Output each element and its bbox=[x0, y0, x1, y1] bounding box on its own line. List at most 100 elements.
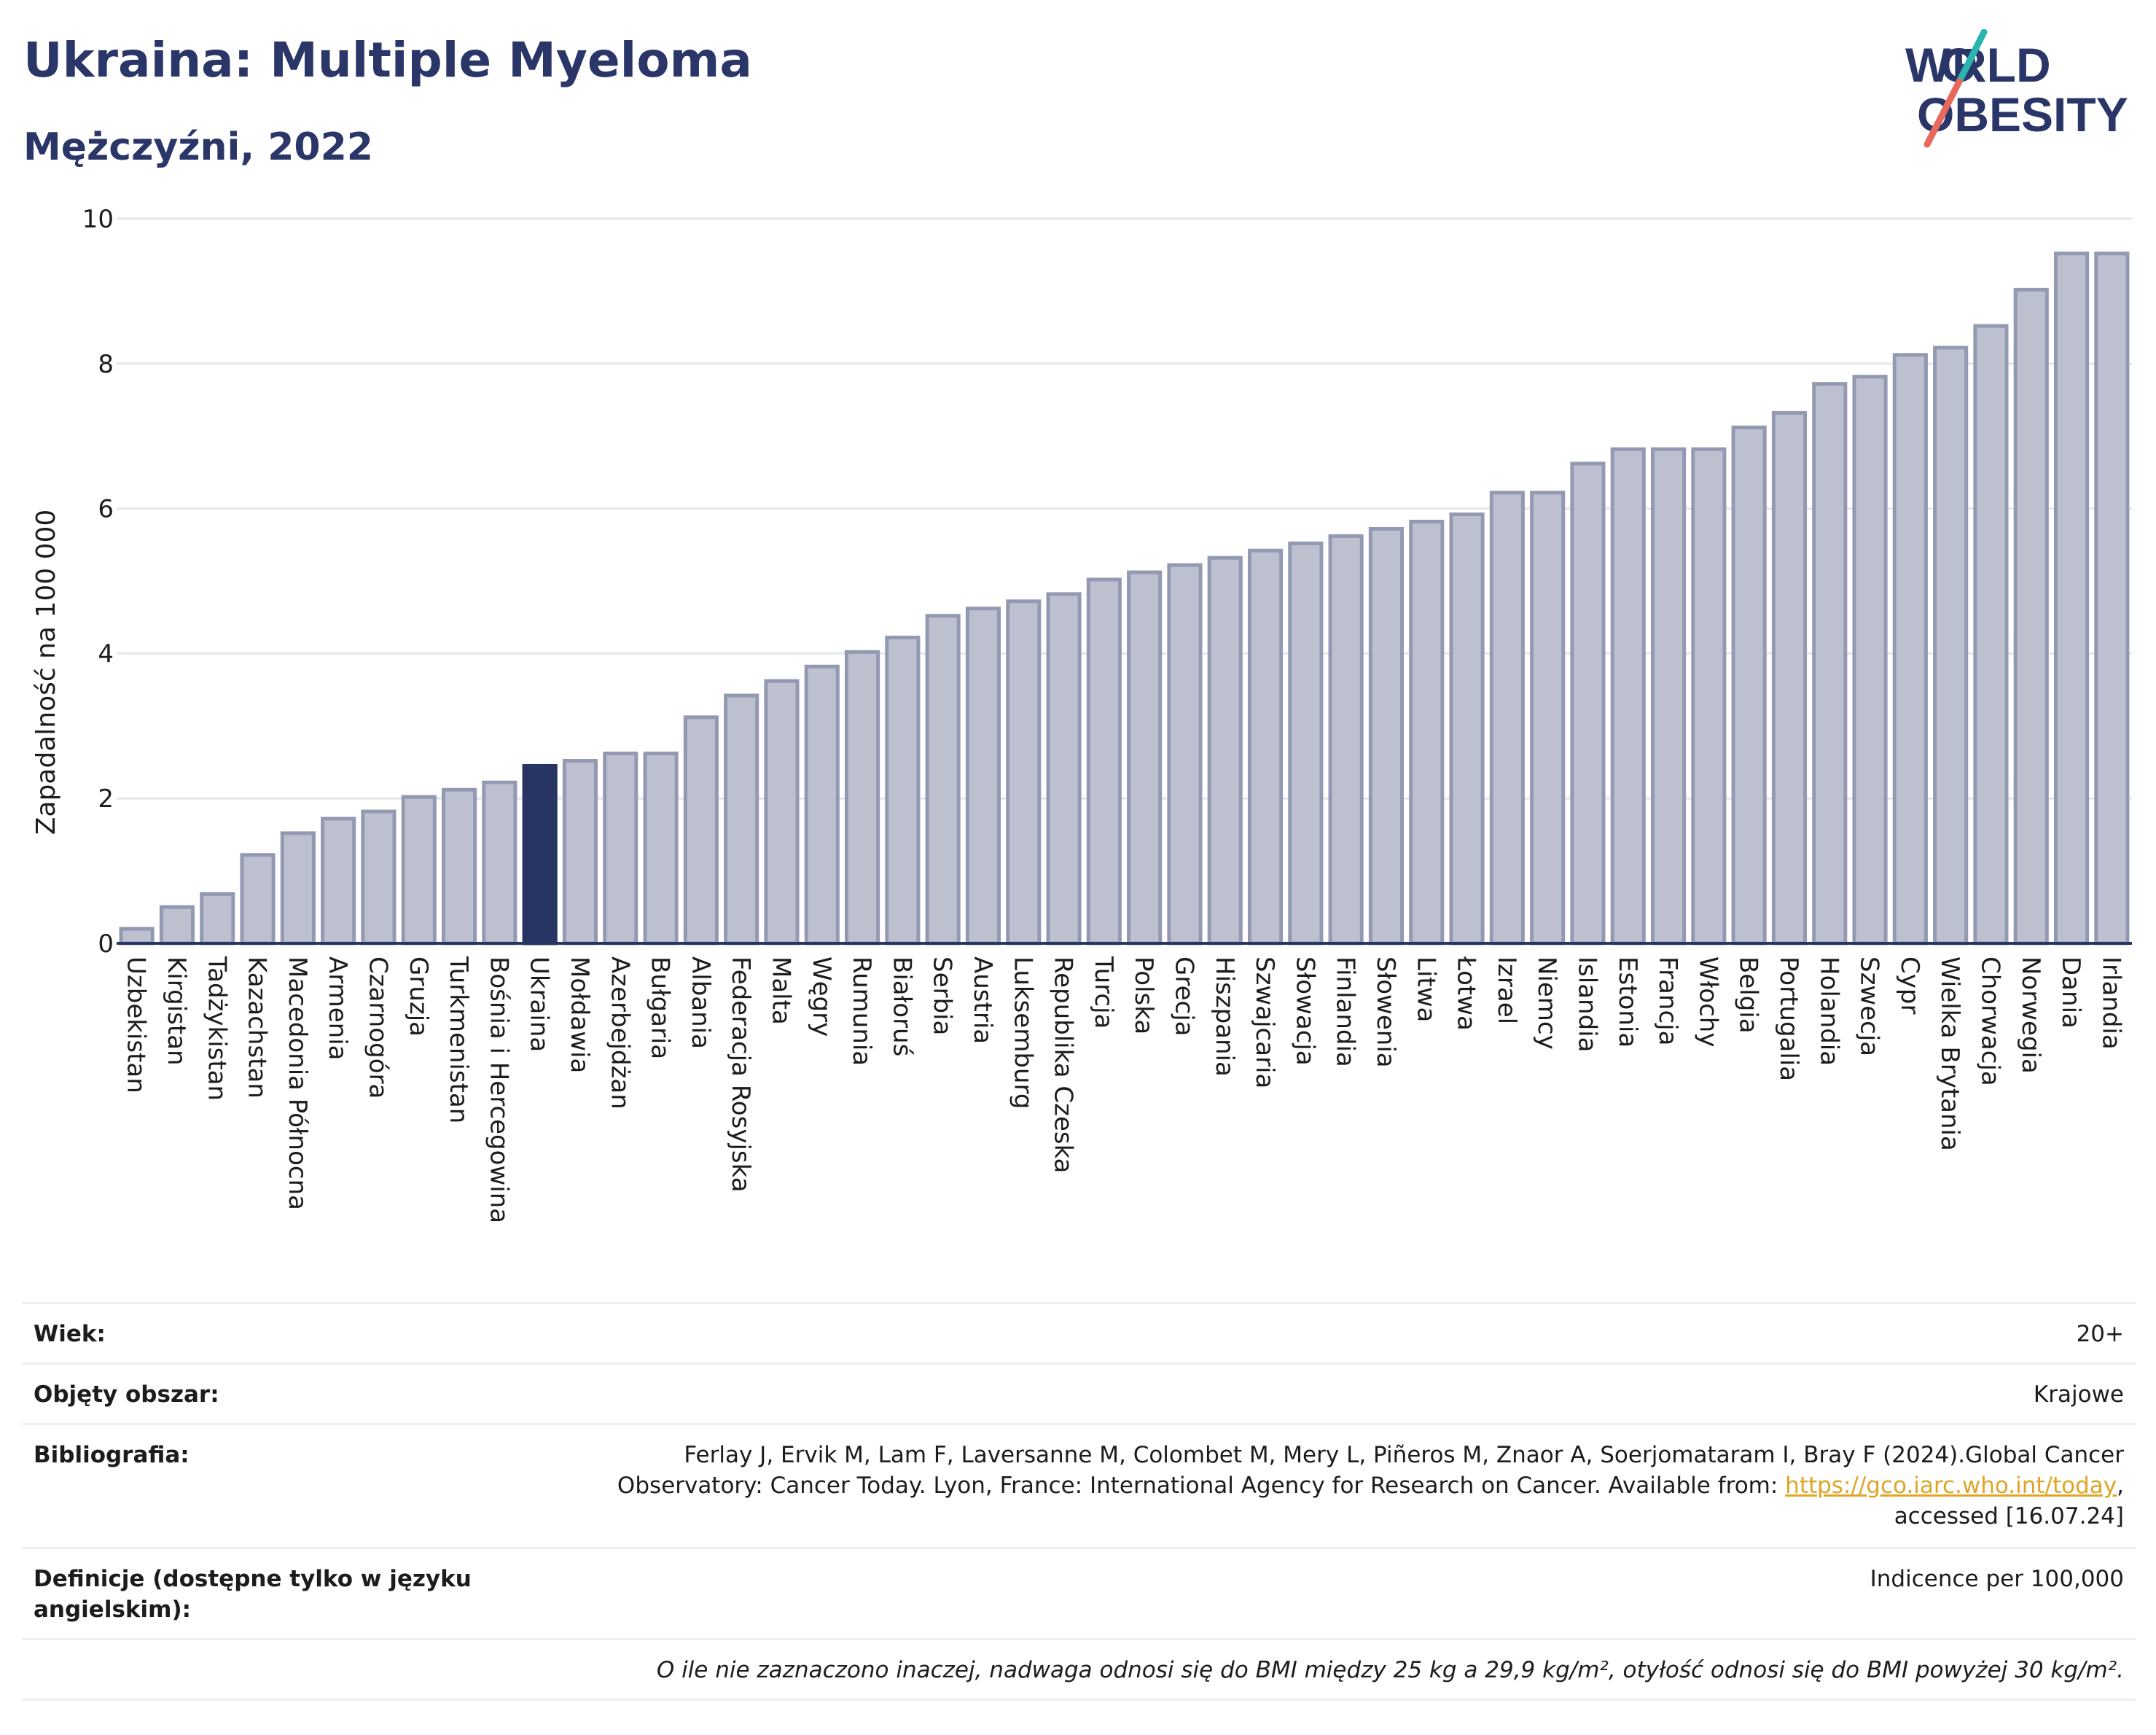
x-tick-label: Uzbekistan bbox=[122, 956, 151, 1093]
bar bbox=[764, 679, 800, 946]
x-tick-label: Serbia bbox=[928, 956, 957, 1035]
x-tick-label: Bośnia i Hercegowina bbox=[484, 956, 513, 1223]
x-tick-label: Słowenia bbox=[1371, 956, 1400, 1068]
y-axis-label: Zapadalność na 100 000 bbox=[31, 510, 61, 835]
x-tick-label: Chorwacja bbox=[1975, 956, 2004, 1086]
bar bbox=[1046, 592, 1082, 946]
bar bbox=[1409, 519, 1445, 946]
x-tick-label: Norwegia bbox=[2016, 956, 2045, 1074]
bibliography-label: Bibliografia: bbox=[34, 1442, 190, 1468]
x-tick-label: Austria bbox=[968, 956, 997, 1044]
x-tick-label: Islandia bbox=[1572, 956, 1601, 1052]
x-tick-label: Wielka Brytania bbox=[1935, 956, 1964, 1151]
y-axis-ticks: 0 2 4 6 8 10 bbox=[82, 205, 114, 959]
definitions-label: Definicje (dostępne tylko w języku angie… bbox=[34, 1566, 472, 1623]
bar bbox=[1489, 491, 1525, 946]
x-tick-label: Szwecja bbox=[1855, 956, 1884, 1056]
bar bbox=[1731, 425, 1767, 946]
bar bbox=[683, 715, 719, 946]
bar bbox=[280, 831, 316, 946]
info-table: Wiek: 20+ Objęty obszar: Krajowe Bibliog… bbox=[22, 1302, 2136, 1701]
bar bbox=[1650, 447, 1687, 946]
y-tick-label: 10 bbox=[82, 205, 114, 234]
x-tick-label: Turkmenistan bbox=[444, 956, 473, 1123]
bar bbox=[1167, 563, 1203, 946]
x-tick-label: Włochy bbox=[1693, 956, 1722, 1047]
bar bbox=[1570, 461, 1606, 946]
x-tick-label: Grecja bbox=[1169, 956, 1198, 1036]
x-tick-label: Federacja Rosyjska bbox=[726, 956, 755, 1193]
info-row-age: Wiek: 20+ bbox=[22, 1302, 2136, 1362]
x-tick-label: Malta bbox=[766, 956, 795, 1025]
x-tick-label: Gruzja bbox=[404, 956, 433, 1037]
bar-highlighted bbox=[522, 763, 558, 946]
info-row-area: Objęty obszar: Krajowe bbox=[22, 1362, 2136, 1423]
world-obesity-logo: W RLD O OBESITY bbox=[1905, 29, 2128, 148]
bar bbox=[1449, 512, 1485, 946]
bibliography-value: Ferlay J, Ervik M, Lam F, Laversanne M, … bbox=[593, 1440, 2124, 1532]
bar bbox=[1086, 577, 1122, 946]
x-axis-labels: Uzbekistan Kirgistan Tadżykistan Kazachstan… bbox=[122, 956, 2126, 1223]
info-row-note: O ile nie zaznaczono inaczej, nadwaga od… bbox=[22, 1638, 2136, 1701]
bar bbox=[1892, 353, 1928, 946]
bar bbox=[1006, 599, 1042, 946]
bar bbox=[562, 759, 598, 946]
x-tick-label: Szwajcaria bbox=[1250, 956, 1279, 1088]
x-tick-label: Bułgaria bbox=[646, 956, 675, 1059]
bar bbox=[1530, 491, 1566, 946]
x-tick-label: Czarnogóra bbox=[363, 956, 392, 1099]
x-tick-label: Hiszpania bbox=[1210, 956, 1239, 1077]
y-tick-label: 6 bbox=[98, 495, 114, 524]
y-tick-label: 0 bbox=[98, 929, 114, 959]
definitions-value: Indicence per 100,000 bbox=[1870, 1566, 2124, 1592]
bar bbox=[804, 664, 840, 946]
bar bbox=[1812, 382, 1848, 946]
x-tick-label: Ukraina bbox=[525, 956, 554, 1052]
bar bbox=[925, 614, 961, 946]
x-tick-label: Litwa bbox=[1411, 956, 1440, 1022]
x-tick-label: Kazachstan bbox=[243, 956, 272, 1099]
x-tick-label: Albania bbox=[686, 956, 715, 1049]
bar bbox=[240, 853, 276, 946]
bar bbox=[1973, 324, 2009, 946]
y-tick-label: 4 bbox=[98, 639, 114, 668]
x-tick-label: Azerbejdżan bbox=[605, 956, 634, 1110]
x-tick-label: Belgia bbox=[1734, 956, 1763, 1034]
x-tick-label: Estonia bbox=[1613, 956, 1642, 1048]
bar bbox=[361, 809, 397, 946]
bar bbox=[482, 780, 517, 946]
bar-chart: 0 2 4 6 8 10 Zapadalność na 100 000 Uzbekista… bbox=[31, 205, 2132, 1223]
x-tick-label: Cypr bbox=[1895, 956, 1924, 1014]
bar bbox=[2013, 287, 2049, 946]
bar bbox=[441, 787, 477, 946]
bars bbox=[119, 252, 2130, 946]
x-tick-label: Armenia bbox=[323, 956, 352, 1061]
bar bbox=[965, 607, 1001, 946]
bar bbox=[643, 752, 679, 946]
bar bbox=[200, 892, 235, 946]
x-tick-label: Turcja bbox=[1089, 956, 1118, 1029]
age-label: Wiek: bbox=[34, 1321, 106, 1347]
svg-text:W: W bbox=[1905, 38, 1951, 92]
bar bbox=[1127, 570, 1163, 946]
bar bbox=[159, 905, 195, 946]
bar bbox=[1328, 534, 1364, 946]
bar bbox=[1207, 555, 1243, 946]
bibliography-link[interactable]: https://gco.iarc.who.int/today bbox=[1785, 1473, 2117, 1499]
area-value: Krajowe bbox=[2033, 1381, 2124, 1408]
y-tick-label: 2 bbox=[98, 784, 114, 814]
bar bbox=[1368, 526, 1405, 946]
x-tick-label: Białoruś bbox=[887, 956, 916, 1056]
x-tick-label: Portugalia bbox=[1774, 956, 1803, 1081]
bar bbox=[1852, 375, 1888, 946]
x-tick-label: Izrael bbox=[1492, 956, 1521, 1024]
bar bbox=[1771, 410, 1808, 946]
x-tick-label: Francja bbox=[1653, 956, 1682, 1045]
x-tick-label: Tadżykistan bbox=[202, 956, 231, 1101]
bibliography-tail: , accessed [16.07.24] bbox=[1894, 1473, 2124, 1529]
x-tick-label: Węgry bbox=[807, 956, 836, 1037]
y-tick-label: 8 bbox=[98, 350, 114, 379]
bar bbox=[2053, 252, 2090, 946]
x-tick-label: Niemcy bbox=[1532, 956, 1561, 1050]
info-row-definitions: Definicje (dostępne tylko w języku angie… bbox=[22, 1547, 2136, 1638]
